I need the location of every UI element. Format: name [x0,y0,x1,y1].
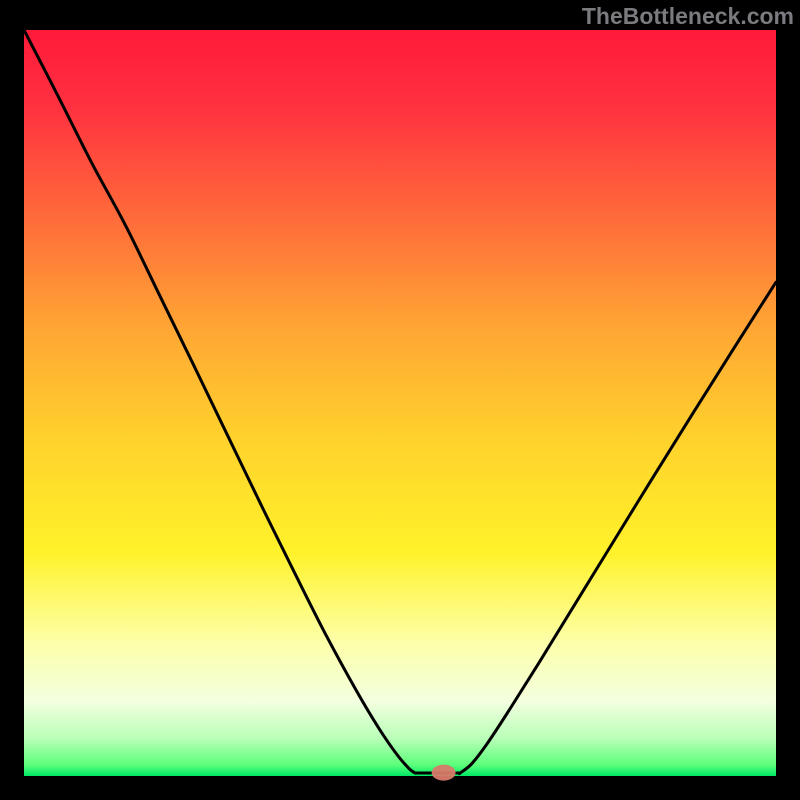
curve-layer [24,30,776,776]
watermark-text: TheBottleneck.com [582,3,794,30]
plot-area [24,30,776,776]
chart-stage: TheBottleneck.com [0,0,800,800]
min-marker [432,765,456,781]
bottleneck-curve [24,30,776,774]
